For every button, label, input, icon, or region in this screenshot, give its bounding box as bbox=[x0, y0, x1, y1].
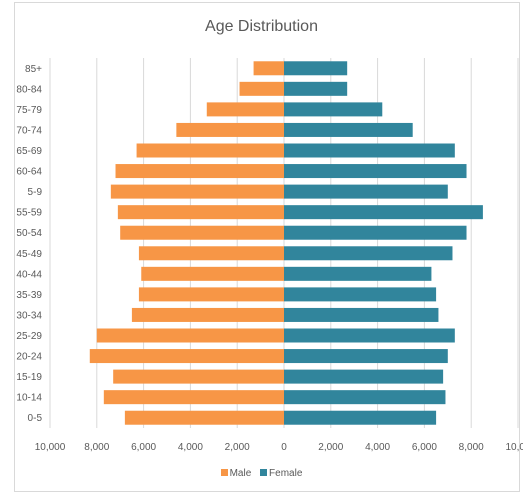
bar-female-10-14 bbox=[284, 390, 446, 405]
category-label: 45-49 bbox=[16, 249, 42, 260]
x-tick-labels: 10,000 8,000 6,000 4,000 2,000 0 2,000 4,000 6,0… bbox=[35, 442, 523, 453]
bar-male-25-29 bbox=[96, 328, 284, 343]
bar-male-35-39 bbox=[138, 287, 284, 302]
bar-male-75-79 bbox=[206, 102, 284, 117]
category-label: 55-59 bbox=[16, 208, 42, 219]
category-label: 35-39 bbox=[16, 290, 42, 301]
bar-male-30-34 bbox=[131, 307, 284, 322]
x-tick-label: 2,000 bbox=[225, 442, 250, 453]
legend-female: Female bbox=[260, 468, 302, 479]
bar-female-50-54 bbox=[284, 225, 467, 240]
bars bbox=[89, 61, 483, 425]
category-label: 65-69 bbox=[16, 146, 42, 157]
x-tick-label: 0 bbox=[281, 442, 287, 453]
bar-female-45-49 bbox=[284, 246, 453, 261]
category-label: 40-44 bbox=[16, 269, 42, 280]
x-tick-label: 6,000 bbox=[412, 442, 437, 453]
bar-male-80-84 bbox=[239, 81, 284, 96]
bar-female-30-34 bbox=[284, 307, 439, 322]
category-label: 15-19 bbox=[16, 372, 42, 383]
legend: Male Female bbox=[0, 468, 523, 479]
legend-male-label: Male bbox=[229, 468, 252, 479]
bar-male-60-64 bbox=[115, 164, 285, 179]
category-label: 25-29 bbox=[16, 331, 42, 342]
bar-female-0-5 bbox=[284, 410, 437, 425]
bar-female-5-9 bbox=[284, 184, 448, 199]
bar-female-80-84 bbox=[284, 81, 348, 96]
x-tick-label: 10,00 bbox=[505, 442, 523, 453]
bar-male-70-74 bbox=[176, 122, 284, 137]
bar-female-55-59 bbox=[284, 205, 483, 220]
x-tick-label: 6,000 bbox=[131, 442, 156, 453]
legend-female-swatch bbox=[260, 469, 268, 476]
category-labels: 85+ 80-84 75-79 70-74 65-69 60-64 5-9 55-59 50-5… bbox=[16, 64, 42, 424]
bar-male-55-59 bbox=[117, 205, 284, 220]
category-label: 10-14 bbox=[16, 393, 42, 404]
bar-male-20-24 bbox=[89, 349, 284, 364]
bar-female-70-74 bbox=[284, 122, 413, 137]
legend-male-swatch bbox=[220, 469, 228, 476]
legend-female-label: Female bbox=[269, 468, 303, 479]
bar-female-40-44 bbox=[284, 266, 432, 281]
legend-male: Male bbox=[220, 468, 252, 479]
x-tick-label: 4,000 bbox=[178, 442, 203, 453]
category-label: 30-34 bbox=[16, 310, 42, 321]
x-tick-label: 8,000 bbox=[459, 442, 484, 453]
category-label: 80-84 bbox=[16, 84, 42, 95]
bar-female-65-69 bbox=[284, 143, 455, 158]
bar-male-40-44 bbox=[141, 266, 284, 281]
bar-male-5-9 bbox=[110, 184, 284, 199]
category-label: 5-9 bbox=[28, 187, 43, 198]
bar-female-15-19 bbox=[284, 369, 444, 384]
category-label: 50-54 bbox=[16, 228, 42, 239]
bar-male-0-5 bbox=[124, 410, 284, 425]
bar-female-20-24 bbox=[284, 349, 448, 364]
category-label: 85+ bbox=[25, 64, 42, 75]
bar-male-85+ bbox=[253, 61, 284, 76]
bar-female-35-39 bbox=[284, 287, 437, 302]
category-label: 70-74 bbox=[16, 125, 42, 136]
bar-male-45-49 bbox=[138, 246, 284, 261]
bar-male-50-54 bbox=[120, 225, 284, 240]
category-label: 0-5 bbox=[28, 413, 43, 424]
category-label: 20-24 bbox=[16, 352, 42, 363]
x-tick-label: 2,000 bbox=[318, 442, 343, 453]
x-tick-label: 4,000 bbox=[365, 442, 390, 453]
bar-male-10-14 bbox=[103, 390, 284, 405]
category-label: 75-79 bbox=[16, 105, 42, 116]
bar-female-60-64 bbox=[284, 164, 467, 179]
x-tick-label: 10,000 bbox=[35, 442, 66, 453]
bar-male-65-69 bbox=[136, 143, 284, 158]
bar-female-85+ bbox=[284, 61, 348, 76]
bar-male-15-19 bbox=[113, 369, 285, 384]
bar-female-75-79 bbox=[284, 102, 383, 117]
bar-female-25-29 bbox=[284, 328, 455, 343]
category-label: 60-64 bbox=[16, 167, 42, 178]
chart-title: Age Distribution bbox=[205, 18, 318, 35]
grid-lines bbox=[49, 58, 519, 428]
x-tick-label: 8,000 bbox=[84, 442, 109, 453]
